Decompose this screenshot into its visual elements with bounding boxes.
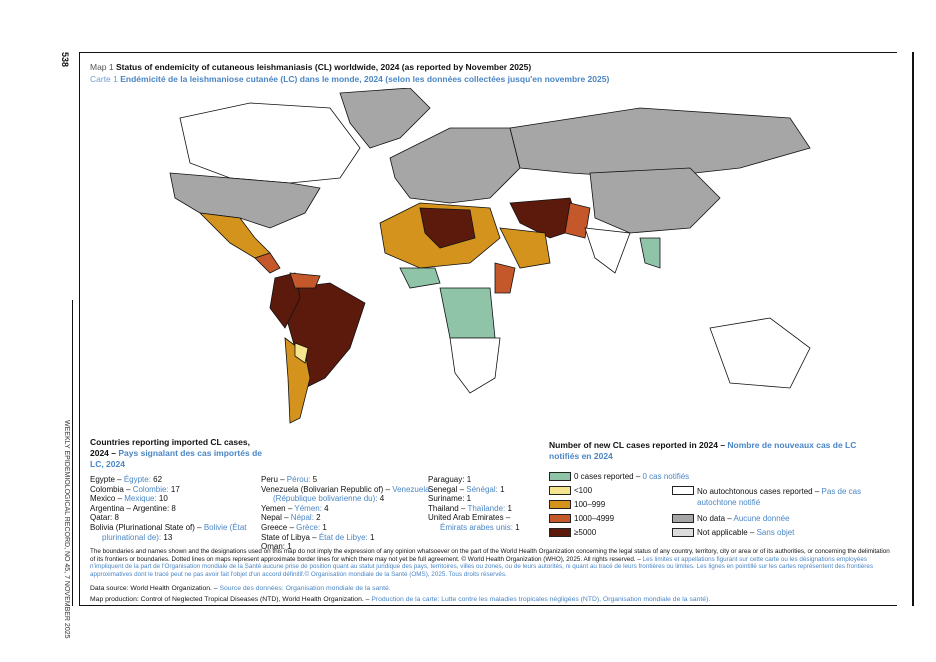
legend-swatch — [549, 500, 571, 509]
east-africa — [494, 262, 516, 294]
legend-item: ≥5000 — [549, 528, 596, 537]
imported-entry: Paraguay: 1 — [428, 475, 472, 484]
canada — [179, 102, 361, 184]
legend-item: No autochtonous cases reported – Pas de … — [672, 486, 877, 508]
imported-entry: Émirats arabes unis: 1 — [440, 522, 520, 532]
imported-entry: Egypte – Égypte: 62 — [90, 475, 163, 484]
legend-item: 1000–4999 — [549, 514, 614, 523]
legend-swatch — [672, 514, 694, 523]
imported-entry: Suriname: 1 — [428, 494, 472, 504]
imported-heading: Countries reporting imported CL cases, 2… — [90, 437, 262, 469]
map-title-fr: Carte 1 Endémicité de la leishmaniose cu… — [90, 74, 610, 84]
imported-entry: State of Libya – État de Libye: 1 — [261, 532, 375, 542]
imported-column: Paraguay: 1 Senegal – Sénégal: 1 Suriname:… — [428, 475, 520, 533]
legend-item: Not applicable – Sans objet — [672, 528, 794, 537]
data-source: Data source: World Health Organization. … — [90, 585, 391, 592]
imported-entry: Bolivia (Plurinational State of) – Boliv… — [90, 522, 247, 532]
imported-column: Peru – Pérou: 5 Venezuela (Bolivarian Rep… — [261, 475, 430, 552]
legend-label: No autochtonous cases reported – Pas de … — [697, 487, 862, 507]
legend-swatch — [549, 514, 571, 523]
usa — [169, 172, 321, 229]
southern-africa — [449, 337, 501, 394]
legend-item: 0 cases reported – 0 cas notifiés — [549, 472, 689, 481]
legend-heading: Number of new CL cases reported in 2024 … — [549, 440, 857, 461]
west-africa — [399, 267, 441, 289]
legend-label: 1000–4999 — [574, 514, 615, 523]
imported-entry: Peru – Pérou: 5 — [261, 475, 318, 484]
imported-entry: plurinational de): 13 — [102, 532, 173, 542]
venezuela — [289, 272, 321, 289]
legend-label: Not applicable – Sans objet — [697, 528, 795, 537]
imported-entry: Venezuela (Bolivarian Republic of) – Ven… — [261, 484, 430, 494]
imported-entry: Yemen – Yémen: 4 — [261, 503, 329, 513]
imported-entry: Greece – Grèce: 1 — [261, 522, 327, 532]
imported-entry: Qatar: 8 — [90, 513, 119, 523]
legend-label: 100–999 — [574, 500, 606, 509]
pakistan — [564, 202, 591, 239]
margin-rule — [72, 300, 73, 606]
legend-swatch — [672, 528, 694, 537]
imported-entry: Oman: 1 — [261, 542, 292, 552]
map-production: Map production: Control of Neglected Tro… — [90, 596, 711, 603]
legend-swatch — [549, 528, 571, 537]
page-number: 538 — [60, 52, 70, 68]
southeast-asia — [639, 237, 661, 269]
legend-label: 0 cases reported – 0 cas notifiés — [574, 472, 690, 481]
running-head: WEEKLY EPIDEMIOLOGICAL RECORD, NO 45, 7 … — [63, 420, 70, 639]
legend-label: ≥5000 — [574, 528, 597, 537]
map-frame — [79, 52, 897, 606]
imported-entry: Colombia – Colombie: 17 — [90, 484, 180, 494]
legend-swatch — [549, 486, 571, 495]
legend-swatch — [549, 472, 571, 481]
russia — [509, 107, 811, 179]
paraguay — [294, 342, 309, 364]
imported-entry: Thailand – Thaïlande: 1 — [428, 503, 512, 513]
europe — [389, 127, 521, 204]
imported-column: Egypte – Égypte: 62 Colombia – Colombie: … — [90, 475, 247, 542]
legend-label: No data – Aucune donnée — [697, 514, 790, 523]
imported-entry: Nepal – Népal: 2 — [261, 513, 321, 523]
imported-entry: Mexico – Mexique: 10 — [90, 494, 168, 504]
legend-label: <100 — [574, 486, 593, 495]
china — [589, 167, 721, 234]
legend-item: <100 — [549, 486, 592, 495]
legend-item: No data – Aucune donnée — [672, 514, 790, 523]
imported-entry: United Arab Emirates – — [428, 513, 511, 523]
central-africa — [439, 287, 496, 339]
legend-swatch — [672, 486, 694, 495]
central-america — [254, 252, 281, 274]
australia — [709, 317, 811, 389]
imported-entry: (République bolivarienne du): 4 — [273, 494, 385, 504]
map-title-en: Map 1 Status of endemicity of cutaneous … — [90, 62, 532, 72]
india — [584, 227, 631, 274]
world-map — [169, 88, 811, 424]
libya — [419, 207, 476, 249]
legend-item: 100–999 — [549, 500, 605, 509]
arabia — [499, 227, 551, 269]
imported-entry: Argentina – Argentine: 8 — [90, 503, 176, 513]
disclaimer: The boundaries and names shown and the d… — [90, 548, 890, 578]
greenland — [339, 88, 431, 149]
imported-entry: Senegal – Sénégal: 1 — [428, 484, 505, 494]
page-rule — [912, 52, 914, 606]
